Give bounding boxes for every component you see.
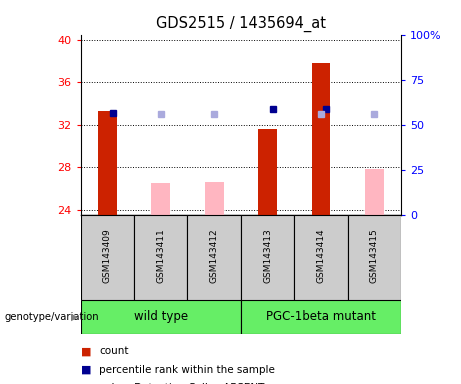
Text: ■: ■ xyxy=(81,365,91,375)
Text: ■: ■ xyxy=(81,383,91,384)
Text: GSM143412: GSM143412 xyxy=(210,228,219,283)
Bar xyxy=(205,182,224,215)
Bar xyxy=(348,215,401,300)
Bar xyxy=(241,300,401,334)
Text: GSM143409: GSM143409 xyxy=(103,228,112,283)
Bar xyxy=(241,215,294,300)
Bar xyxy=(188,215,241,300)
Bar xyxy=(312,63,331,215)
Bar xyxy=(258,129,277,215)
Text: ■: ■ xyxy=(81,346,91,356)
Text: GSM143414: GSM143414 xyxy=(316,228,325,283)
Text: genotype/variation: genotype/variation xyxy=(5,312,99,322)
Text: value, Detection Call = ABSENT: value, Detection Call = ABSENT xyxy=(99,383,265,384)
Text: wild type: wild type xyxy=(134,310,188,323)
Text: GSM143413: GSM143413 xyxy=(263,228,272,283)
Text: GSM143415: GSM143415 xyxy=(370,228,379,283)
Text: ▶: ▶ xyxy=(71,312,79,322)
Text: GSM143411: GSM143411 xyxy=(156,228,165,283)
Bar xyxy=(81,300,241,334)
Bar xyxy=(98,111,117,215)
Bar xyxy=(294,215,348,300)
Bar xyxy=(134,215,188,300)
Bar xyxy=(365,169,384,215)
Text: PGC-1beta mutant: PGC-1beta mutant xyxy=(266,310,376,323)
Text: count: count xyxy=(99,346,129,356)
Title: GDS2515 / 1435694_at: GDS2515 / 1435694_at xyxy=(156,16,326,32)
Text: percentile rank within the sample: percentile rank within the sample xyxy=(99,365,275,375)
Bar xyxy=(151,183,170,215)
Bar xyxy=(81,215,134,300)
